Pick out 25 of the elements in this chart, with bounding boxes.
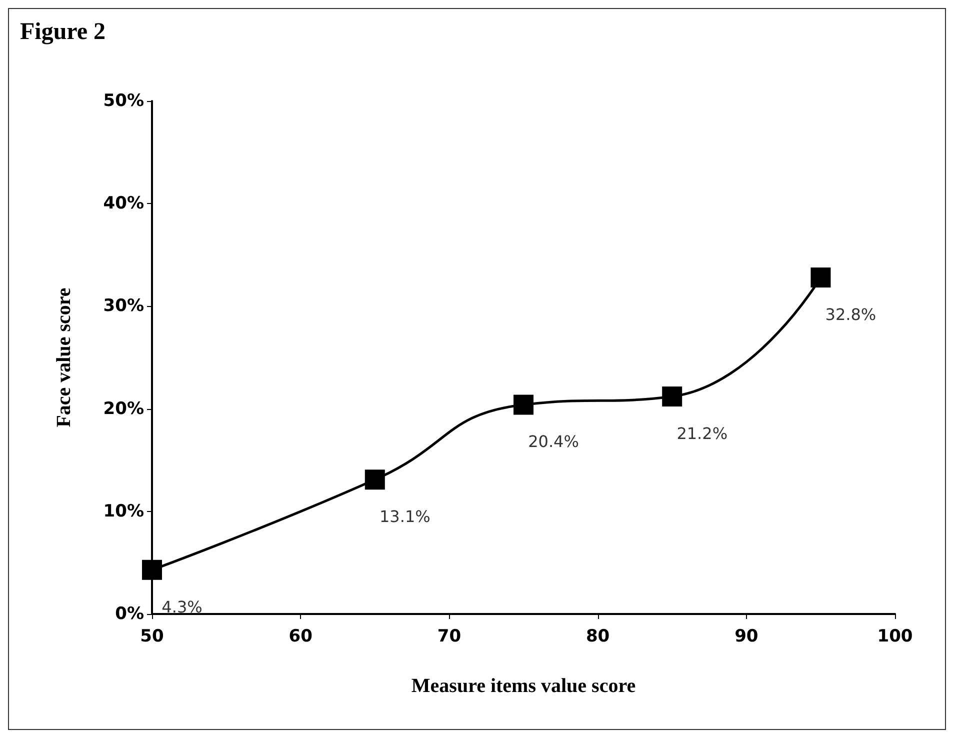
point	[514, 394, 534, 415]
data-label: 20.4%	[528, 432, 579, 452]
x-tick-label: 50	[140, 626, 164, 646]
data-label: 32.8%	[825, 304, 876, 324]
y-tick-label: 0%	[115, 604, 144, 624]
point	[662, 386, 682, 406]
y-tick-label: 10%	[103, 501, 144, 522]
point	[364, 470, 385, 490]
x-axis-title: Measure items value score	[411, 675, 636, 697]
data-label: 13.1%	[379, 507, 430, 526]
x-tick-label: 60	[288, 626, 313, 646]
chart-title: Figure 2	[20, 19, 106, 45]
y-tick-label: 40%	[103, 194, 144, 214]
y-tick-label: 20%	[103, 398, 144, 419]
y-tick-label: 50%	[103, 91, 144, 111]
y-tick-label: 30%	[103, 296, 144, 316]
x-tick-label: 100	[877, 626, 913, 646]
point	[810, 267, 831, 288]
x-tick-label: 90	[734, 626, 758, 646]
x-tick-label: 80	[586, 626, 610, 646]
data-label: 4.3%	[162, 597, 202, 616]
x-tick-label: 70	[437, 626, 462, 646]
y-axis-title: Face value score	[53, 288, 75, 428]
point	[142, 560, 162, 580]
data-label: 21.2%	[676, 424, 728, 443]
